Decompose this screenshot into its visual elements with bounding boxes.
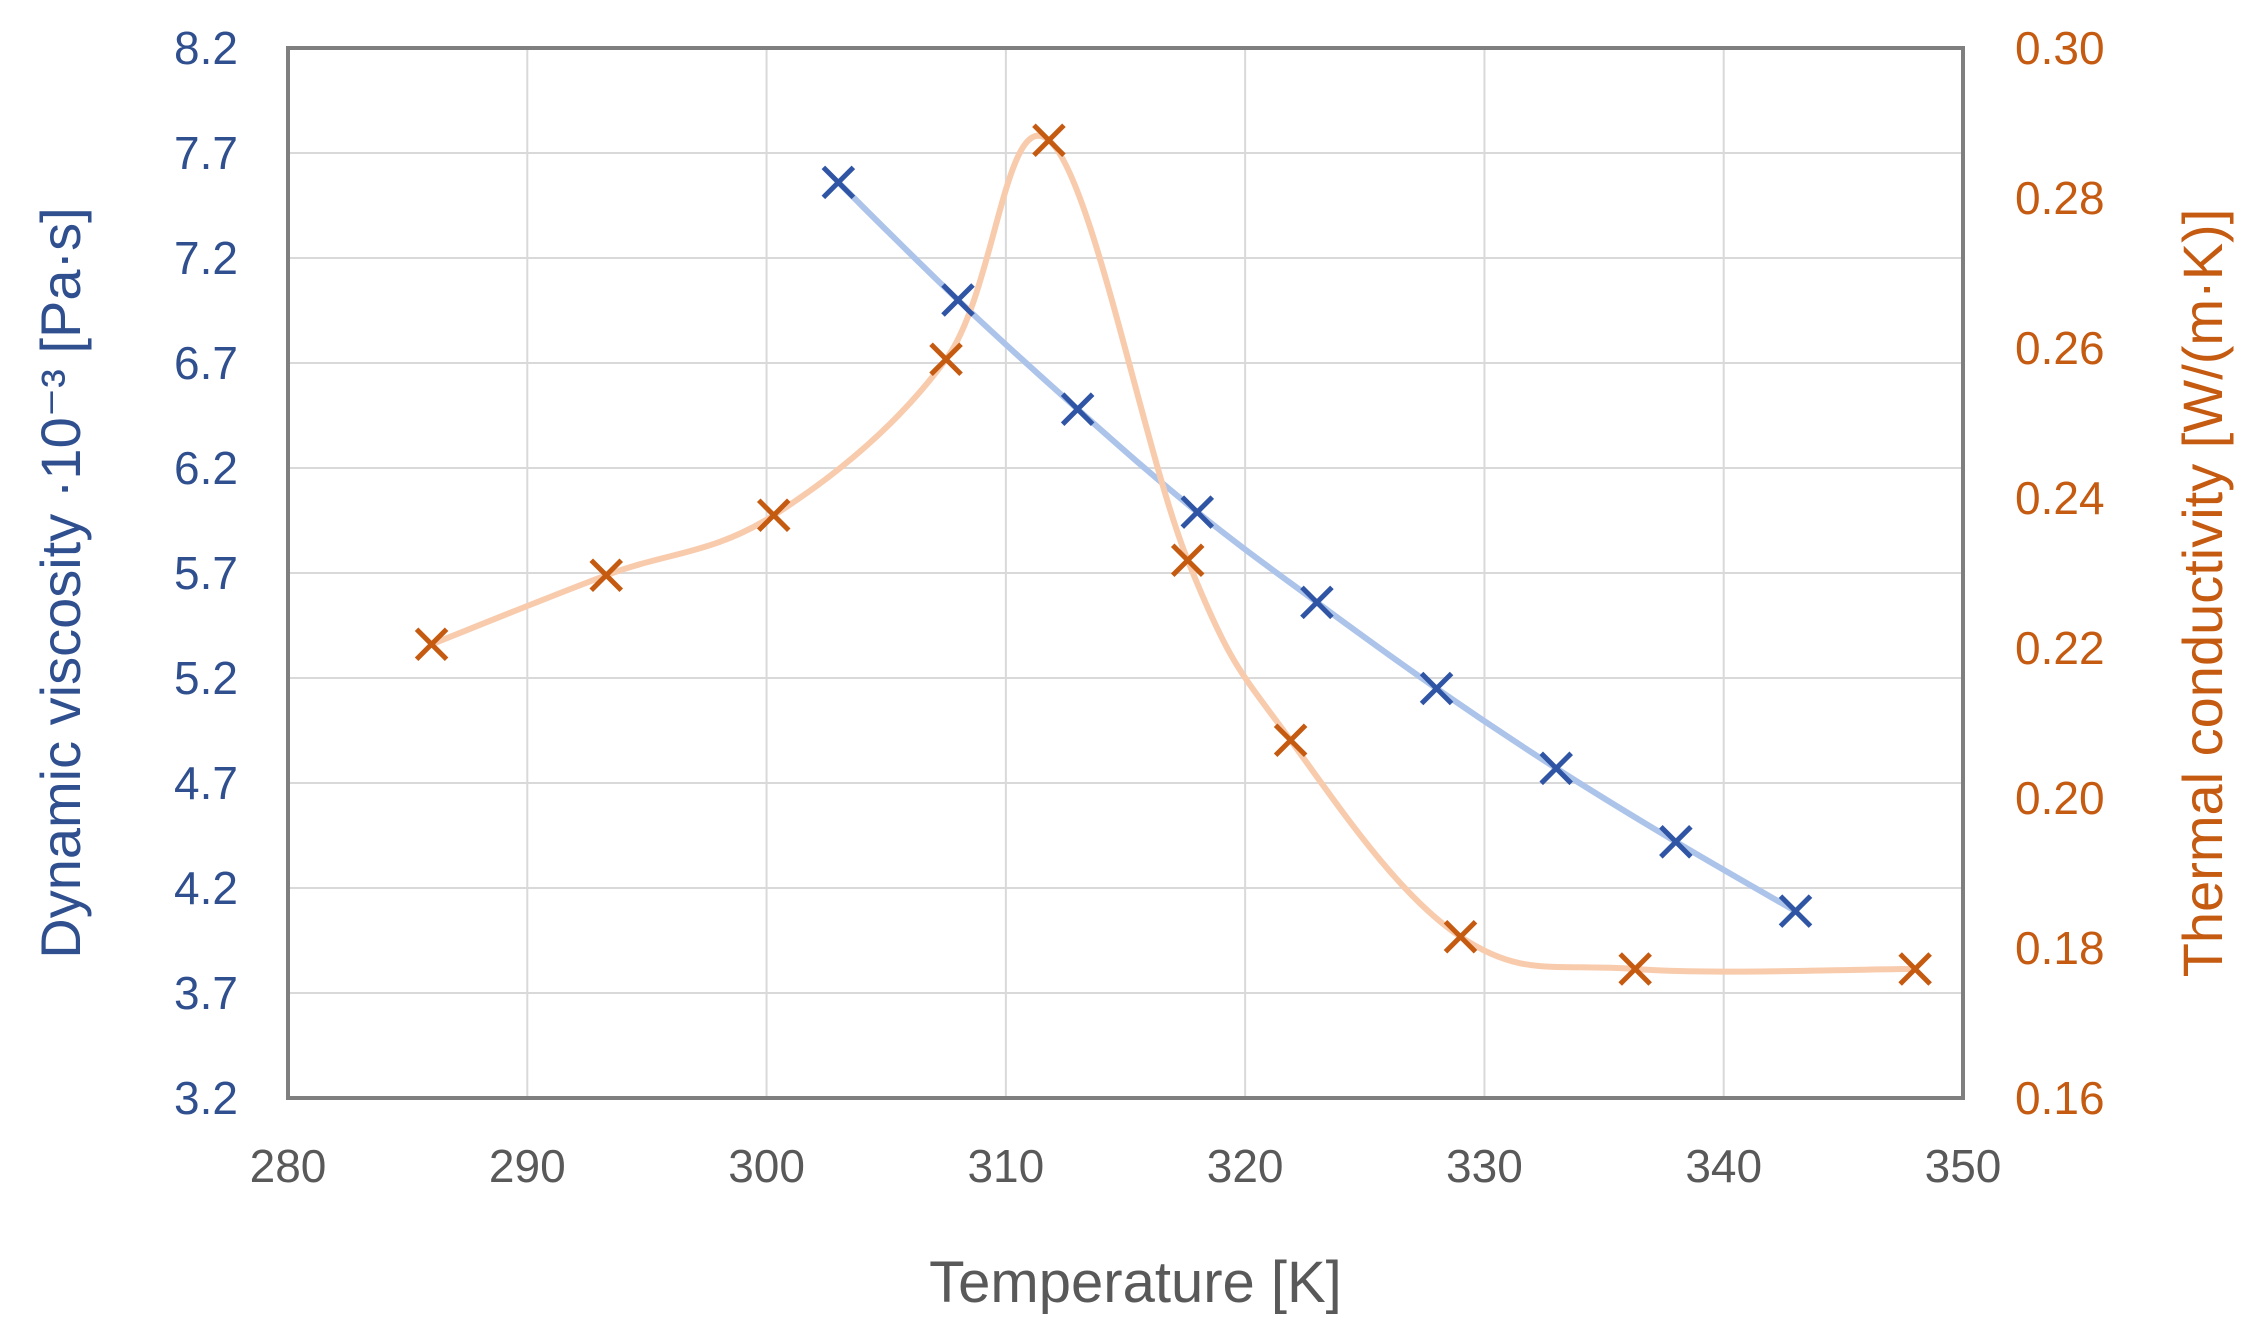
x-tick-label: 320 bbox=[1207, 1140, 1284, 1192]
marker-stroke bbox=[414, 627, 449, 662]
dynamic-viscosity-point bbox=[821, 165, 856, 200]
thermal-conductivity-point bbox=[1618, 952, 1652, 986]
y-right-tick-label: 0.26 bbox=[2015, 322, 2105, 374]
y-axis-right-label: Thermal conductivity [W/(m·K)] bbox=[2171, 209, 2234, 978]
y-axis-left-label: Dynamic viscosity ·10⁻³ [Pa·s] bbox=[29, 207, 92, 959]
y-left-tick-label: 3.7 bbox=[174, 967, 238, 1019]
marker-stroke bbox=[756, 498, 791, 533]
marker-stroke bbox=[589, 558, 624, 593]
marker-stroke bbox=[1419, 671, 1454, 706]
dynamic-viscosity-point bbox=[1419, 671, 1454, 706]
y-right-tick-label: 0.28 bbox=[2015, 172, 2105, 224]
y-left-tick-label: 6.7 bbox=[174, 337, 238, 389]
y-right-tick-label: 0.16 bbox=[2015, 1072, 2105, 1124]
y-left-tick-label: 5.2 bbox=[174, 652, 238, 704]
dynamic-viscosity-point bbox=[1300, 585, 1334, 620]
gridlines bbox=[287, 47, 1964, 1099]
x-tick-label: 330 bbox=[1446, 1140, 1523, 1192]
thermal-conductivity-point bbox=[929, 342, 963, 377]
thermal-conductivity-point bbox=[1273, 723, 1308, 758]
y-left-tick-label: 4.2 bbox=[174, 862, 238, 914]
plot-area-frame bbox=[286, 46, 1965, 1100]
y-right-tick-label: 0.20 bbox=[2015, 772, 2105, 824]
marker-stroke bbox=[1180, 495, 1215, 529]
dynamic-viscosity-point bbox=[1778, 894, 1813, 928]
dynamic-viscosity-point bbox=[1539, 751, 1573, 786]
marker-stroke bbox=[1539, 751, 1573, 786]
dynamic-viscosity-point bbox=[1060, 392, 1095, 426]
tick-labels: 280 290 300 310 320 330 340 350 3.2 3.7 4.2 4.7 5.2 5… bbox=[174, 22, 2104, 1192]
y-left-tick-label: 6.2 bbox=[174, 442, 238, 494]
x-tick-label: 340 bbox=[1685, 1140, 1762, 1192]
dynamic-viscosity-point bbox=[941, 283, 975, 317]
marker-stroke bbox=[1898, 952, 1932, 986]
marker-stroke bbox=[1659, 825, 1693, 859]
marker-stroke bbox=[1273, 723, 1308, 758]
marker-stroke bbox=[1170, 543, 1205, 578]
marker-stroke bbox=[1618, 952, 1652, 986]
x-tick-label: 310 bbox=[967, 1140, 1044, 1192]
dynamic-viscosity-point bbox=[1180, 495, 1215, 529]
dynamic-viscosity-point bbox=[1659, 825, 1693, 859]
marker-stroke bbox=[1443, 919, 1478, 954]
y-left-tick-label: 7.7 bbox=[174, 127, 238, 179]
marker-stroke bbox=[941, 283, 975, 317]
series-lines bbox=[428, 132, 1919, 975]
thermal-conductivity-point bbox=[1170, 543, 1205, 578]
y-right-tick-label: 0.22 bbox=[2015, 622, 2105, 674]
thermal-conductivity-point bbox=[1898, 952, 1932, 986]
y-left-tick-label: 3.2 bbox=[174, 1072, 238, 1124]
marker-stroke bbox=[821, 165, 856, 200]
marker-stroke bbox=[1032, 123, 1066, 158]
series-markers bbox=[414, 123, 1932, 986]
thermal-conductivity-point bbox=[756, 498, 791, 533]
thermal-conductivity-point bbox=[589, 558, 624, 593]
marker-stroke bbox=[1060, 392, 1095, 426]
x-axis-label: Temperature [K] bbox=[929, 1250, 1342, 1315]
marker-stroke bbox=[1778, 894, 1813, 928]
y-left-tick-label: 4.7 bbox=[174, 757, 238, 809]
x-tick-label: 280 bbox=[250, 1140, 327, 1192]
marker-stroke bbox=[1300, 585, 1334, 620]
y-left-tick-label: 7.2 bbox=[174, 232, 238, 284]
x-tick-label: 300 bbox=[728, 1140, 805, 1192]
y-left-tick-label: 5.7 bbox=[174, 547, 238, 599]
dynamic-viscosity-line bbox=[835, 179, 1799, 915]
thermal-conductivity-point bbox=[1443, 919, 1478, 954]
thermal-conductivity-point bbox=[414, 627, 449, 662]
x-tick-label: 290 bbox=[489, 1140, 566, 1192]
thermal-conductivity-point bbox=[1032, 123, 1066, 158]
y-right-tick-label: 0.30 bbox=[2015, 22, 2105, 74]
thermal-conductivity-line bbox=[428, 132, 1919, 975]
x-tick-label: 350 bbox=[1925, 1140, 2002, 1192]
marker-stroke bbox=[929, 342, 963, 377]
y-right-tick-label: 0.18 bbox=[2015, 922, 2105, 974]
y-right-tick-label: 0.24 bbox=[2015, 472, 2105, 524]
y-left-tick-label: 8.2 bbox=[174, 22, 238, 74]
